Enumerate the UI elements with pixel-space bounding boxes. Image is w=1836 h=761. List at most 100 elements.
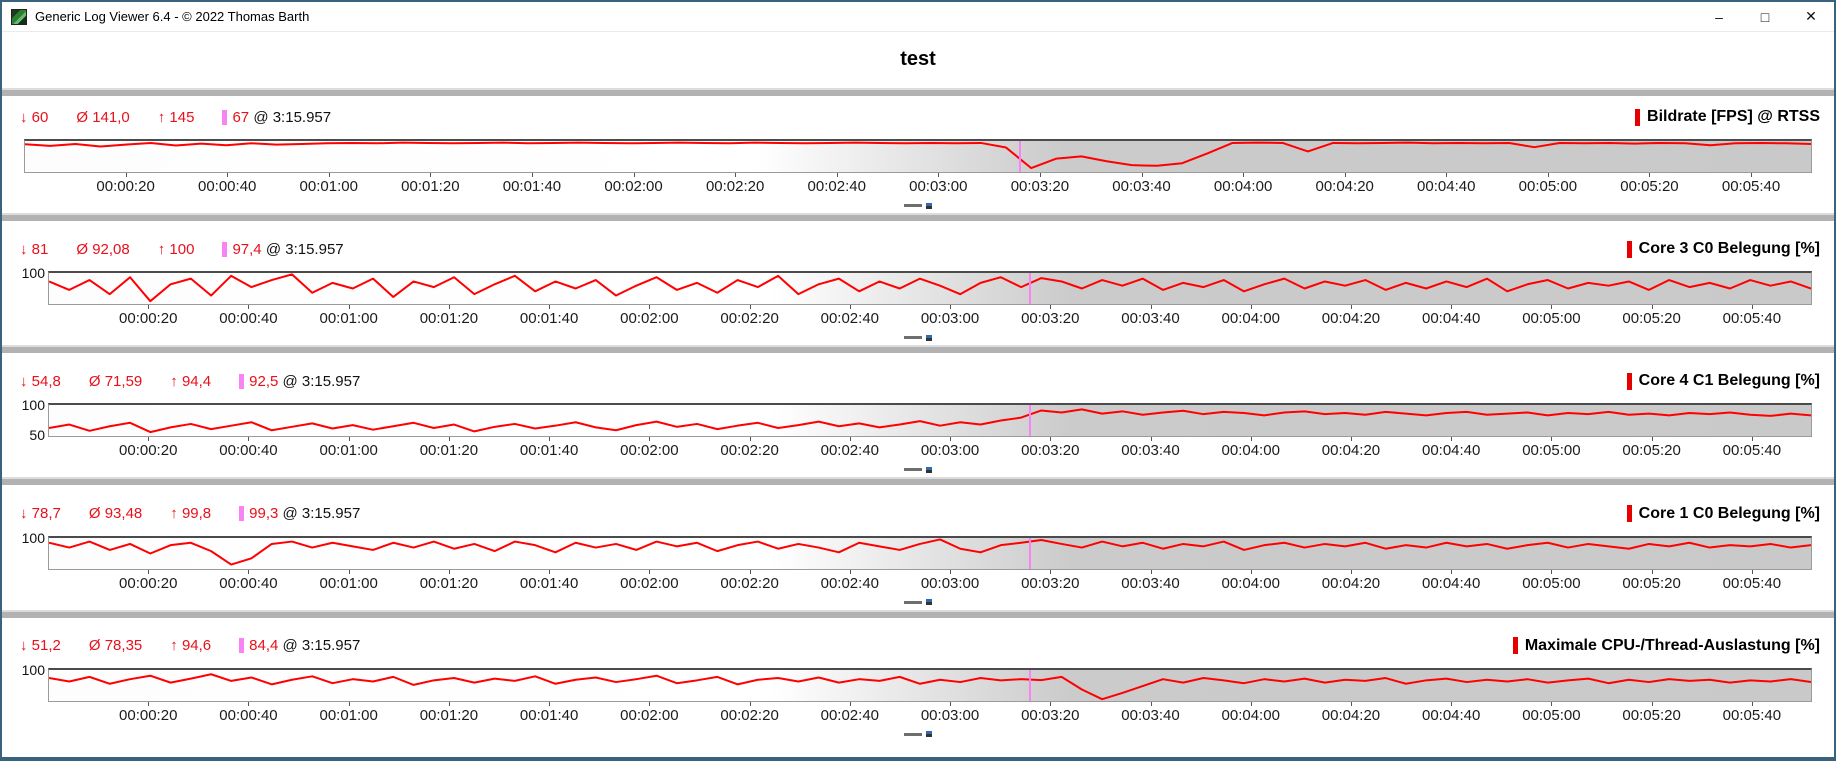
y-axis-labels: 100: [2, 663, 48, 702]
maximize-button[interactable]: □: [1760, 8, 1770, 25]
x-tick-label: 00:04:40: [1421, 706, 1481, 724]
x-tick: [549, 701, 551, 706]
chart-panel: ↓ 81 Ø 92,08 ↑ 100 97,4 @ 3:15.957 Core 3 C…: [2, 228, 1834, 360]
x-tick-label: 00:01:00: [319, 442, 378, 460]
x-tick: [950, 701, 952, 706]
x-tick: [938, 173, 940, 177]
x-tick: [348, 437, 350, 442]
x-tick: [1250, 569, 1252, 574]
series-name: Core 1 C0 Belegung [%]: [1638, 504, 1820, 522]
x-tick: [1250, 305, 1252, 310]
x-tick-label: 00:04:20: [1321, 310, 1381, 328]
panel-splitter[interactable]: [2, 463, 1834, 476]
x-tick: [248, 305, 250, 310]
x-tick-label: 00:00:40: [219, 574, 278, 592]
x-tick-label: 00:01:20: [419, 442, 479, 460]
series-color-bar-icon: [1626, 240, 1632, 258]
series-name: Core 4 C1 Belegung [%]: [1638, 372, 1820, 390]
panel-splitter[interactable]: [2, 596, 1834, 609]
x-tick-label: 00:03:40: [1121, 706, 1180, 724]
y-axis-labels: 100: [2, 266, 48, 305]
chart-panel: ↓ 54,8 Ø 71,59 ↑ 94,4 92,5 @ 3:15.957 Core …: [2, 360, 1834, 492]
x-tick: [1651, 569, 1653, 574]
plot-row: 100: [2, 663, 1834, 702]
x-tick-label: 00:02:40: [807, 178, 866, 195]
x-tick-label: 00:01:40: [502, 178, 562, 195]
plot-area[interactable]: [48, 403, 1812, 438]
x-tick-label: 00:03:20: [1021, 574, 1080, 592]
cursor-line[interactable]: [1018, 141, 1021, 172]
x-tick: [1150, 305, 1152, 310]
x-tick-label: 00:04:40: [1421, 310, 1481, 328]
x-tick-label: 00:01:00: [299, 178, 358, 195]
x-tick-label: 00:05:20: [1622, 442, 1681, 460]
x-tick-label: 00:00:20: [96, 178, 155, 195]
plot-area[interactable]: [24, 139, 1812, 173]
x-tick-label: 00:04:20: [1321, 574, 1381, 592]
line-chart: [49, 538, 1811, 569]
x-tick-label: 00:05:20: [1622, 310, 1681, 328]
cursor-line[interactable]: [1029, 405, 1032, 437]
plot-row: 100 50: [2, 398, 1834, 442]
panel-separator: [2, 476, 1834, 486]
x-tick-label: 00:05:40: [1722, 310, 1782, 328]
x-tick-label: 00:00:20: [119, 442, 178, 460]
plot-area[interactable]: [48, 667, 1812, 702]
plot-row: [2, 139, 1834, 173]
x-tick: [1039, 173, 1041, 177]
x-tick-label: 00:01:00: [319, 310, 378, 328]
panel-splitter[interactable]: [2, 728, 1834, 741]
close-button[interactable]: ✕: [1805, 8, 1817, 24]
x-tick: [649, 701, 651, 706]
x-tick: [1751, 569, 1753, 574]
series-name: Core 3 C0 Belegung [%]: [1638, 240, 1820, 258]
x-tick-label: 00:02:00: [604, 178, 663, 195]
plot-area[interactable]: [48, 271, 1812, 306]
x-tick: [1344, 173, 1346, 177]
x-tick: [1451, 701, 1453, 706]
y-tick-label: 50: [29, 427, 45, 444]
cursor-line[interactable]: [1029, 669, 1032, 701]
x-tick-label: 00:02:00: [620, 442, 679, 460]
x-tick: [735, 173, 737, 177]
x-tick-label: 00:01:20: [419, 310, 479, 328]
stat-max: 99,8: [181, 505, 212, 523]
stat-current: 67: [232, 108, 250, 126]
x-tick-label: 00:03:40: [1121, 310, 1180, 328]
plot-row: 100: [2, 531, 1834, 570]
x-tick: [849, 701, 851, 706]
series-label: Core 3 C0 Belegung [%]: [1626, 240, 1820, 258]
x-tick-label: 00:05:40: [1722, 442, 1782, 460]
x-tick: [531, 173, 533, 177]
x-tick-label: 00:03:20: [1021, 310, 1080, 328]
x-tick: [448, 569, 450, 574]
avg-icon: Ø: [88, 637, 101, 655]
min-arrow-icon: ↓: [20, 505, 28, 523]
x-tick-label: 00:01:40: [519, 442, 579, 460]
plot-area[interactable]: [48, 535, 1812, 570]
panel-stats: ↓ 54,8 Ø 71,59 ↑ 94,4 92,5 @ 3:15.957: [20, 373, 360, 390]
x-tick: [1651, 305, 1653, 310]
x-tick: [1751, 701, 1753, 706]
x-tick-label: 00:03:00: [920, 442, 980, 460]
stat-max: 145: [169, 108, 195, 126]
y-tick-label: 100: [21, 529, 45, 546]
panel-splitter[interactable]: [2, 331, 1834, 344]
x-tick-label: 00:01:40: [519, 310, 579, 328]
stat-current: 99,3: [249, 505, 279, 523]
x-tick-label: 00:05:20: [1620, 178, 1679, 195]
panel-stats: ↓ 51,2 Ø 78,35 ↑ 94,6 84,4 @ 3:15.957: [20, 637, 360, 654]
stat-min: 54,8: [31, 372, 61, 390]
x-tick-label: 00:02:20: [720, 574, 779, 592]
stat-avg: 71,59: [104, 372, 143, 390]
splitter-handle-icon: [904, 600, 922, 604]
cursor-line[interactable]: [1029, 537, 1032, 569]
x-tick: [1551, 569, 1553, 574]
min-arrow-icon: ↓: [20, 240, 28, 258]
minimize-button[interactable]: –: [1715, 8, 1723, 25]
cursor-line[interactable]: [1029, 273, 1032, 305]
panel-splitter[interactable]: [2, 199, 1834, 212]
x-tick-label: 00:01:40: [519, 574, 579, 592]
x-tick: [849, 569, 851, 574]
x-tick: [549, 305, 551, 310]
